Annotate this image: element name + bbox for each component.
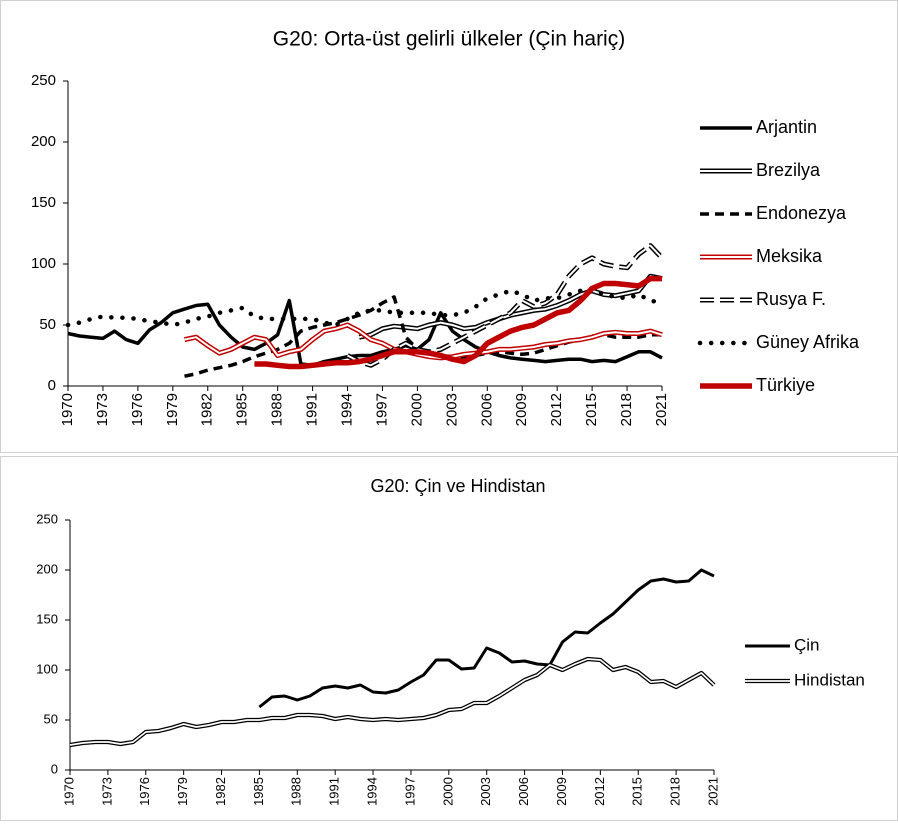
x-tick-label: 1997 bbox=[402, 777, 417, 806]
x-tick-label: 1991 bbox=[327, 777, 342, 806]
legend-label: Brezilya bbox=[756, 160, 821, 180]
legend-label: Güney Afrika bbox=[756, 332, 860, 352]
chart-frame bbox=[0, 456, 898, 821]
x-tick-label: 2000 bbox=[408, 393, 425, 426]
x-tick-label: 2018 bbox=[668, 777, 683, 806]
series-line bbox=[258, 568, 715, 709]
x-tick-label: 2018 bbox=[618, 393, 635, 426]
x-tick-label: 2000 bbox=[440, 777, 455, 806]
y-tick-label: 150 bbox=[36, 611, 58, 626]
x-tick-label: 2009 bbox=[554, 777, 569, 806]
x-tick-label: 1985 bbox=[251, 777, 266, 806]
x-tick-label: 1973 bbox=[99, 777, 114, 806]
chart: G20: Orta-üst gelirli ülkeler (Çin hariç… bbox=[31, 28, 860, 427]
x-tick-label: 1979 bbox=[175, 777, 190, 806]
y-tick-label: 0 bbox=[48, 377, 56, 394]
legend-label: Arjantin bbox=[756, 117, 817, 137]
series-line bbox=[69, 656, 716, 748]
x-tick-label: 1982 bbox=[213, 777, 228, 806]
y-tick-label: 0 bbox=[51, 761, 58, 776]
x-tick-label: 2006 bbox=[516, 777, 531, 806]
x-tick-label: 2003 bbox=[443, 393, 460, 426]
x-tick-label: 1970 bbox=[61, 777, 76, 806]
x-tick-label: 2012 bbox=[592, 777, 607, 806]
legend-label: Türkiye bbox=[756, 375, 815, 395]
chart-title: G20: Çin ve Hindistan bbox=[370, 476, 545, 496]
chart-title: G20: Orta-üst gelirli ülkeler (Çin hariç… bbox=[273, 28, 625, 51]
series-line bbox=[67, 298, 663, 368]
y-tick-label: 200 bbox=[36, 561, 58, 576]
x-tick-label: 1988 bbox=[269, 393, 286, 426]
x-tick-label: 1994 bbox=[364, 777, 379, 806]
series-line-inner bbox=[184, 324, 663, 359]
series-line-inner bbox=[347, 244, 663, 367]
x-tick-label: 1991 bbox=[304, 393, 321, 426]
x-tick-label: 2015 bbox=[630, 777, 645, 806]
chart: G20: Çin ve Hindistan 0 50 100 150 200 250 1970… bbox=[36, 476, 865, 806]
series-line-inner bbox=[69, 658, 715, 746]
x-tick-label: 2015 bbox=[583, 393, 600, 426]
x-tick-label: 1976 bbox=[129, 393, 146, 426]
y-tick-label: 150 bbox=[31, 194, 56, 211]
x-tick-label: 1970 bbox=[59, 393, 76, 426]
series-line bbox=[65, 286, 665, 328]
legend-label: Rusya F. bbox=[756, 289, 826, 309]
x-tick-label: 1973 bbox=[94, 393, 111, 426]
legend-label: Meksika bbox=[756, 246, 823, 266]
x-tick-label: 1997 bbox=[373, 393, 390, 426]
y-tick-label: 200 bbox=[31, 133, 56, 150]
y-tick-label: 100 bbox=[31, 255, 56, 272]
series-line bbox=[254, 275, 662, 370]
x-tick-label: 1982 bbox=[199, 393, 216, 426]
y-tick-label: 50 bbox=[39, 316, 56, 333]
x-tick-label: 1979 bbox=[164, 393, 181, 426]
x-tick-label: 2021 bbox=[705, 777, 720, 806]
x-tick-label: 1994 bbox=[338, 393, 355, 426]
x-tick-label: 2021 bbox=[653, 393, 670, 426]
x-tick-label: 2003 bbox=[478, 777, 493, 806]
x-tick-label: 2012 bbox=[548, 393, 565, 426]
legend-label: Çin bbox=[794, 635, 820, 654]
x-tick-label: 1988 bbox=[289, 777, 304, 806]
y-tick-label: 100 bbox=[36, 661, 58, 676]
legend-label: Endonezya bbox=[756, 203, 847, 223]
x-tick-label: 1985 bbox=[234, 393, 251, 426]
x-tick-label: 1976 bbox=[137, 777, 152, 806]
y-tick-label: 250 bbox=[31, 72, 56, 89]
legend-label: Hindistan bbox=[794, 670, 865, 689]
y-tick-label: 250 bbox=[36, 511, 58, 526]
x-tick-label: 2009 bbox=[513, 393, 530, 426]
x-tick-label: 2006 bbox=[478, 393, 495, 426]
y-tick-label: 50 bbox=[44, 711, 58, 726]
